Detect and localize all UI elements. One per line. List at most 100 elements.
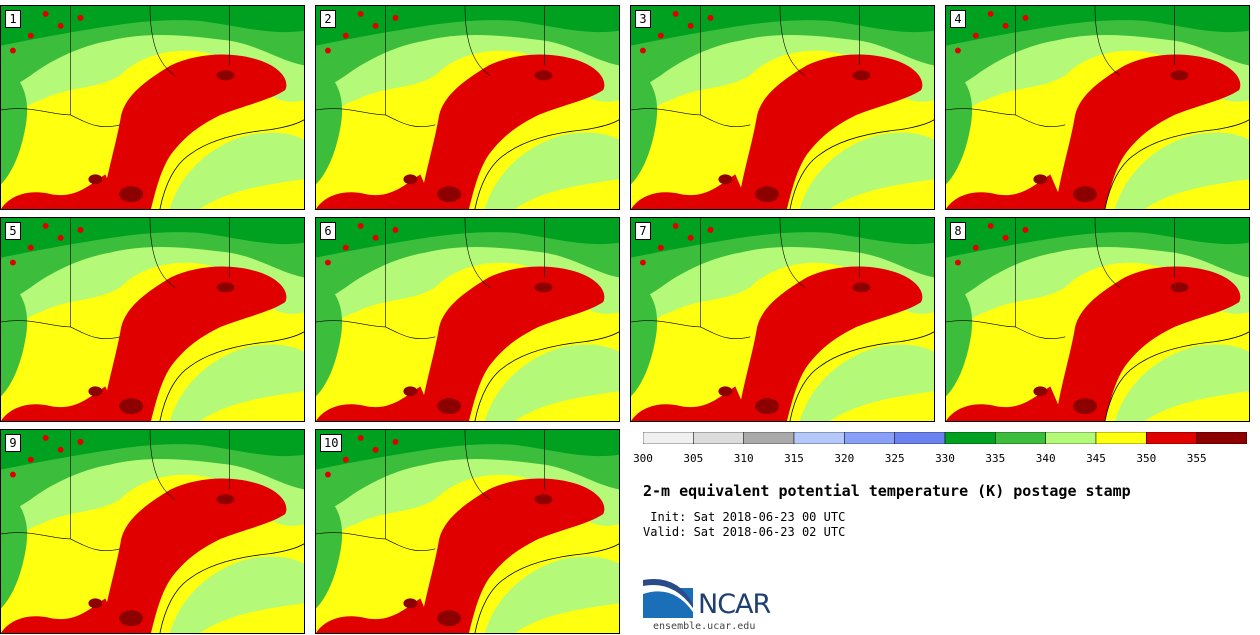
field-red-southwest <box>316 386 436 421</box>
field-red-plume <box>1055 266 1241 421</box>
field-red-plume <box>737 54 923 209</box>
state-boundary <box>316 430 545 552</box>
field-dark-red-spot <box>1073 186 1098 203</box>
member-label: 1 <box>5 10 21 28</box>
field-red-cell <box>27 456 34 463</box>
member-panel-3: 3 <box>630 5 935 210</box>
field-gulf <box>1114 344 1249 421</box>
field-red-cell <box>657 32 664 39</box>
field-red-cell <box>42 10 49 17</box>
field-gulf <box>169 556 304 633</box>
member-label: 2 <box>320 10 336 28</box>
field-dark-green <box>316 430 619 470</box>
map-field <box>1 430 304 633</box>
field-red-cell <box>77 438 84 445</box>
field-red-southwest <box>1 386 121 421</box>
field-red-cell <box>392 438 399 445</box>
colorbar-swatch <box>995 432 1046 444</box>
member-label: 4 <box>950 10 966 28</box>
field-red-cell <box>357 10 364 17</box>
field-red-plume <box>419 266 605 421</box>
field-red-cell <box>954 259 961 266</box>
colorbar-swatch <box>944 432 996 444</box>
member-label: 3 <box>635 10 651 28</box>
field-dark-green <box>316 6 619 46</box>
map-field <box>316 6 619 209</box>
field-red-cell <box>987 10 994 17</box>
field-dark-red-spot <box>403 386 418 397</box>
field-red-plume <box>101 266 287 421</box>
colorbar-swatch <box>1045 432 1097 444</box>
field-red-cell <box>57 22 64 29</box>
field-red-plume <box>101 54 287 209</box>
field-red-cell <box>42 222 49 229</box>
field-red-cell <box>324 47 331 54</box>
colorbar-swatch <box>1095 432 1147 444</box>
coastline <box>1104 119 1249 209</box>
field-red-cell <box>27 244 34 251</box>
field-red-southwest <box>316 174 436 209</box>
field-dark-green <box>316 218 619 258</box>
coastline <box>474 331 619 421</box>
field-red-southwest <box>946 386 1066 421</box>
coastline <box>159 543 304 633</box>
colorbar-tick-label: 335 <box>985 452 1006 465</box>
field-red-cell <box>342 32 349 39</box>
member-panel-8: 8 <box>945 217 1250 422</box>
field-mid-green-west <box>631 65 658 185</box>
field-gulf <box>484 556 619 633</box>
member-panel-7: 7 <box>630 217 935 422</box>
field-dark-green <box>631 218 934 258</box>
field-dark-red-spot <box>534 282 553 293</box>
field-red-cell <box>372 234 379 241</box>
field-dark-red-spot <box>852 70 871 81</box>
field-red-cell <box>1002 22 1009 29</box>
field-mid-green-west <box>631 277 658 397</box>
map-field <box>1 6 304 209</box>
ncar-logo-icon <box>643 579 693 618</box>
field-red-cell <box>987 222 994 229</box>
field-dark-red-spot <box>437 398 462 415</box>
field-dark-red-spot <box>437 610 462 627</box>
field-red-cell <box>1022 14 1029 21</box>
field-red-cell <box>57 234 64 241</box>
field-red-cell <box>372 22 379 29</box>
field-dark-red-spot <box>88 598 103 609</box>
field-mid-green-west <box>946 65 973 185</box>
site-url: ensemble.ucar.edu <box>653 621 756 632</box>
member-panel-10: 10 <box>315 429 620 634</box>
field-dark-red-spot <box>1170 70 1189 81</box>
member-panel-2: 2 <box>315 5 620 210</box>
field-gulf <box>169 132 304 209</box>
field-red-plume <box>737 266 923 421</box>
field-red-plume <box>1055 54 1241 209</box>
map-field <box>316 218 619 421</box>
coastline <box>159 119 304 209</box>
init-time: Init: Sat 2018-06-23 00 UTC <box>643 510 846 524</box>
field-dark-red-spot <box>534 494 553 505</box>
coastline <box>474 119 619 209</box>
field-mid-green-west <box>1 277 28 397</box>
map-field <box>631 218 934 421</box>
field-dark-green <box>1 218 304 258</box>
field-red-cell <box>324 259 331 266</box>
field-red-cell <box>357 222 364 229</box>
field-red-plume <box>419 54 605 209</box>
coastline <box>474 543 619 633</box>
colorbar-swatch <box>693 432 744 444</box>
colorbar-swatch <box>743 432 795 444</box>
field-dark-red-spot <box>88 174 103 185</box>
member-label: 7 <box>635 222 651 240</box>
colorbar-tick-label: 345 <box>1086 452 1106 465</box>
field-red-cell <box>707 14 714 21</box>
state-boundary <box>316 6 545 128</box>
field-dark-green <box>946 6 1249 46</box>
field-red-cell <box>324 471 331 478</box>
field-dark-red-spot <box>216 282 235 293</box>
field-red-cell <box>42 434 49 441</box>
field-dark-red-spot <box>718 174 733 185</box>
field-red-cell <box>687 22 694 29</box>
member-panel-9: 9 <box>0 429 305 634</box>
field-dark-red-spot <box>119 398 144 415</box>
colorbar-swatch <box>894 432 946 444</box>
